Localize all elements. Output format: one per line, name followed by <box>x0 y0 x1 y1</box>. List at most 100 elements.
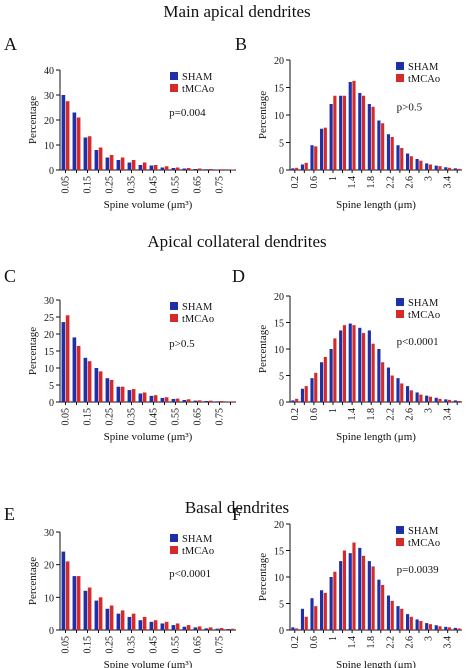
panel-d-x-tick-label: 0.6 <box>309 408 320 421</box>
panel-f-legend-label-tmcao: tMCAo <box>408 538 440 549</box>
panel-b-bar-tmcao <box>333 95 337 170</box>
panel-c-legend-swatch-tmcao <box>170 314 178 322</box>
panel-f-bar-tmcao <box>352 542 356 630</box>
panel-d-bar-sham <box>310 378 314 402</box>
panel-a-y-label: Percentage <box>27 96 39 144</box>
panel-d-bar-tmcao <box>304 386 308 402</box>
panel-a-x-tick-label: 0.75 <box>215 176 226 194</box>
panel-d-x-tick-label: 1.8 <box>366 408 377 421</box>
panel-f-bar-sham <box>291 627 295 630</box>
panel-b-bar-tmcao <box>323 127 327 170</box>
panel-f-legend-swatch-tmcao <box>396 538 404 546</box>
panel-a-bar-tmcao <box>186 168 191 170</box>
panel-e-bar-tmcao <box>197 626 202 630</box>
panel-b-x-tick-label: 0.2 <box>290 176 301 189</box>
panel-e-bar-sham <box>204 628 209 630</box>
panel-a-bar-sham <box>171 168 176 170</box>
panel-d-x-tick-label: 2.2 <box>385 408 396 421</box>
panel-b-bar-sham <box>377 120 381 170</box>
panel-c-bar-tmcao <box>109 379 114 402</box>
panel-b-y-tick-label: 15 <box>274 84 284 95</box>
panel-d-bar-sham <box>405 386 410 402</box>
panel-b-bar-tmcao <box>390 137 394 170</box>
panel-a-legend-label-sham: SHAM <box>182 72 213 83</box>
panel-a-bar-tmcao <box>230 169 235 170</box>
panel-e-bar-sham <box>149 621 154 630</box>
panel-b-bar-tmcao <box>314 146 318 170</box>
panel-d-bar-sham <box>329 349 333 402</box>
panel-d-bar-tmcao <box>428 396 433 402</box>
panel-f-bar-tmcao <box>428 624 433 630</box>
panel-c-x-tick-label: 0.45 <box>149 408 160 426</box>
panel-d-letter: D <box>232 266 245 286</box>
panel-c-x-label: Spine volume (μm³) <box>104 431 193 443</box>
panel-e-bar-tmcao <box>153 620 158 630</box>
panel-b-bar-tmcao <box>304 162 308 170</box>
panel-c-legend-label-tmcao: tMCAo <box>182 314 214 325</box>
panel-e-p-value: p<0.0001 <box>169 568 211 580</box>
panel-a-bar-sham <box>193 169 198 170</box>
panel-c-bar-tmcao <box>131 389 136 402</box>
panel-c-bar-sham <box>149 395 154 402</box>
panel-f-bar-sham <box>329 577 333 630</box>
panel-e-bar-tmcao <box>131 613 136 630</box>
panel-f-x-tick-label: 1.8 <box>366 636 377 649</box>
panel-f-x-tick-label: 1 <box>328 636 339 641</box>
panel-a-bar-tmcao <box>120 157 125 170</box>
panel-b-x-tick-label: 1.4 <box>347 176 358 189</box>
panel-b-bar-tmcao <box>371 106 375 170</box>
section-title-basal: Basal dendrites <box>184 498 290 517</box>
panel-b-bar-sham <box>425 163 429 170</box>
panel-b-bar-sham <box>358 93 362 170</box>
panel-a-x-tick-label: 0.65 <box>193 176 204 194</box>
panel-c-bar-tmcao <box>208 400 213 402</box>
panel-d-bar-sham <box>377 349 381 402</box>
panel-e-bar-sham <box>127 616 132 630</box>
panel-a-letter: A <box>4 34 17 54</box>
panel-c-bar-tmcao <box>153 395 158 402</box>
panel-d-legend-swatch-tmcao <box>396 310 404 318</box>
panel-f-bar-sham <box>367 561 371 630</box>
panel-c-y-tick-label: 15 <box>44 347 54 358</box>
panel-d-bar-sham <box>300 388 305 402</box>
panel-a-bar-tmcao <box>109 155 114 170</box>
panel-b-bar-sham <box>367 104 371 170</box>
panel-a-bar-tmcao <box>142 162 147 170</box>
panel-b-y-label: Percentage <box>257 91 269 139</box>
panel-f-y-tick-label: 5 <box>279 600 284 611</box>
panel-f-bar-tmcao <box>419 620 423 630</box>
panel-a-x-label: Spine volume (μm³) <box>104 199 193 211</box>
panel-c-y-tick-label: 0 <box>49 398 54 409</box>
panel-a-y-tick-label: 30 <box>44 91 54 102</box>
panel-b-bar-sham <box>300 164 305 170</box>
panel-c-legend-label-sham: SHAM <box>182 302 213 313</box>
panel-e-x-tick-label: 0.25 <box>105 636 116 654</box>
panel-e-x-label: Spine volume (μm³) <box>104 659 193 668</box>
panel-a-legend-swatch-tmcao <box>170 84 178 92</box>
panel-f-y-label: Percentage <box>257 553 269 601</box>
panel-c-bar-sham <box>215 401 220 402</box>
panel-c-bar-tmcao <box>76 345 81 402</box>
panel-d-bar-sham <box>358 327 362 402</box>
panel-f-bar-sham <box>377 579 381 630</box>
panel-c-bar-sham <box>72 337 77 402</box>
panel-a-x-tick-label: 0.55 <box>171 176 182 194</box>
panel-e-bar-tmcao <box>219 628 224 630</box>
panel-e-y-tick-label: 10 <box>44 593 54 604</box>
panel-c-bar-tmcao <box>87 361 92 402</box>
panel-e-y-tick-label: 20 <box>44 561 54 572</box>
panel-e-bar-tmcao <box>120 610 125 630</box>
panel-c-bar-tmcao <box>142 392 147 402</box>
panel-a-bar-sham <box>138 165 143 170</box>
panel-b-x-label: Spine length (μm) <box>336 199 416 211</box>
panel-a-bar-sham <box>160 167 165 170</box>
panel-e-y-label: Percentage <box>27 557 39 605</box>
panel-b-x-tick-label: 1 <box>328 176 339 181</box>
panel-d-bar-sham <box>386 367 391 402</box>
panel-f-bar-tmcao <box>447 627 452 630</box>
panel-b-bar-sham <box>319 128 324 170</box>
panel-b-y-tick-label: 20 <box>274 56 284 67</box>
panel-b-bar-tmcao <box>428 164 433 170</box>
panel-f-legend-swatch-sham <box>396 526 404 534</box>
